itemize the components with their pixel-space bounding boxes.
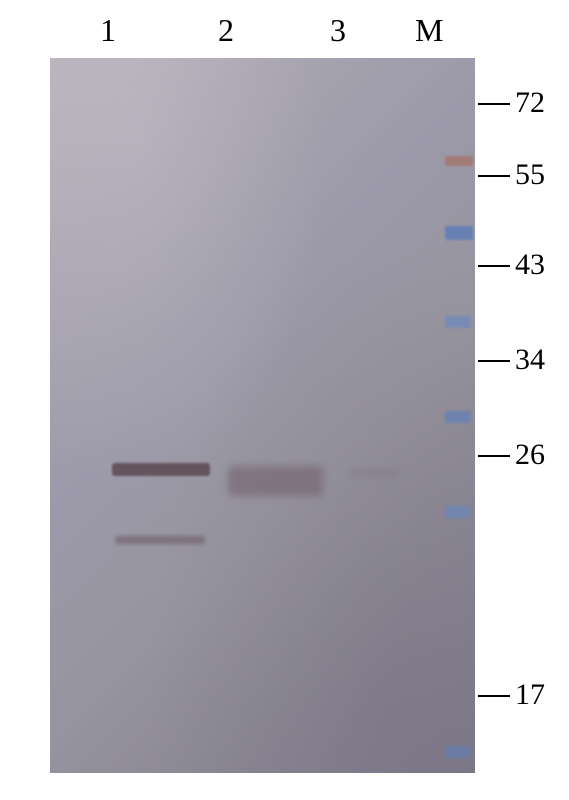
sample-band [228,466,323,496]
blot-figure: 1 2 3 M 72 55 43 34 26 17 [0,0,569,800]
mw-label-72: 72 [515,86,545,120]
mw-tick [478,695,510,697]
mw-label-43: 43 [515,248,545,282]
marker-band [445,506,471,518]
marker-band [445,411,471,423]
lane-label-marker: M [415,12,443,49]
marker-band [445,316,471,328]
mw-label-55: 55 [515,158,545,192]
sample-band [115,536,205,544]
blot-texture-overlay [50,58,475,773]
mw-tick [478,175,510,177]
lane-label-3: 3 [330,12,346,49]
mw-label-26: 26 [515,438,545,472]
sample-band [350,468,400,478]
sample-band [112,463,210,476]
mw-tick [478,360,510,362]
lane-label-2: 2 [218,12,234,49]
mw-tick [478,103,510,105]
lane-label-1: 1 [100,12,116,49]
mw-label-17: 17 [515,678,545,712]
blot-membrane [50,58,475,773]
mw-tick [478,455,510,457]
mw-tick [478,265,510,267]
marker-band [445,746,471,758]
marker-band [445,156,473,166]
marker-band [445,226,473,240]
mw-label-34: 34 [515,343,545,377]
